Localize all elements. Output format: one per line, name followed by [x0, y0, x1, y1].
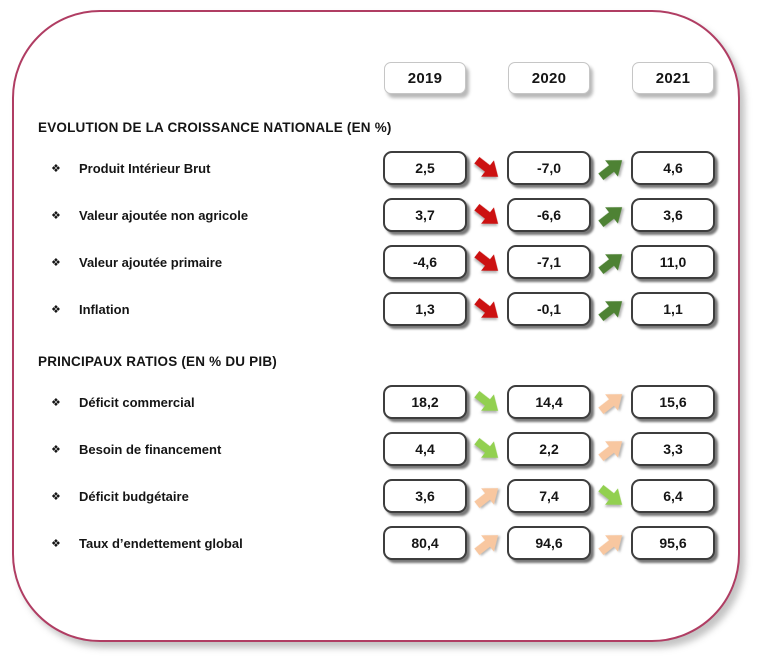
- year-header-2021: 2021: [632, 62, 714, 94]
- diamond-bullet-icon: ❖: [51, 209, 61, 222]
- row-label: Valeur ajoutée non agricole: [79, 207, 249, 223]
- value-box-2019: 3,7: [383, 198, 467, 232]
- value-box-2020: -7,1: [507, 245, 591, 279]
- value-box-2019: 3,6: [383, 479, 467, 513]
- sections-container: EVOLUTION DE LA CROISSANCE NATIONALE (EN…: [26, 120, 715, 560]
- row-label-cell: ❖ Produit Intérieur Brut: [26, 161, 383, 176]
- section-rows: ❖ Produit Intérieur Brut 2,5 -7,0 4,6 ❖ …: [26, 151, 715, 326]
- value-box-2021: 95,6: [631, 526, 715, 560]
- value-box-2019: 1,3: [383, 292, 467, 326]
- row-label-cell: ❖ Déficit budgétaire: [26, 489, 383, 504]
- section-title: EVOLUTION DE LA CROISSANCE NATIONALE (EN…: [38, 120, 392, 135]
- row-label: Inflation: [79, 301, 130, 317]
- trend-arrow-icon: [467, 156, 507, 181]
- year-header-2020: 2020: [508, 62, 590, 94]
- trend-arrow-icon: [591, 203, 631, 228]
- row-label-cell: ❖ Déficit commercial: [26, 395, 383, 410]
- row-label: Taux d’endettement global: [79, 535, 243, 551]
- value-box-2020: 14,4: [507, 385, 591, 419]
- trend-arrow-icon: [467, 250, 507, 275]
- table-row: ❖ Taux d’endettement global 80,4 94,6 95…: [26, 526, 715, 560]
- diamond-bullet-icon: ❖: [51, 396, 61, 409]
- value-box-2020: 7,4: [507, 479, 591, 513]
- value-box-2020: 94,6: [507, 526, 591, 560]
- value-box-2021: 6,4: [631, 479, 715, 513]
- trend-arrow-icon: [467, 297, 507, 322]
- summary-card: 2019 2020 2021 EVOLUTION DE LA CROISSANC…: [12, 10, 740, 642]
- section: EVOLUTION DE LA CROISSANCE NATIONALE (EN…: [26, 120, 715, 326]
- trend-arrow-icon: [467, 437, 507, 462]
- trend-arrow-icon: [467, 390, 507, 415]
- trend-arrow-icon: [467, 531, 507, 556]
- diamond-bullet-icon: ❖: [51, 162, 61, 175]
- trend-arrow-icon: [467, 484, 507, 509]
- row-label: Produit Intérieur Brut: [79, 160, 211, 176]
- row-label-cell: ❖ Valeur ajoutée non agricole: [26, 208, 383, 223]
- section: PRINCIPAUX RATIOS (EN % DU PIB) ❖ Défici…: [26, 354, 715, 560]
- value-box-2021: 4,6: [631, 151, 715, 185]
- diamond-bullet-icon: ❖: [51, 256, 61, 269]
- row-label-cell: ❖ Valeur ajoutée primaire: [26, 255, 383, 270]
- trend-arrow-icon: [467, 203, 507, 228]
- trend-arrow-icon: [591, 156, 631, 181]
- table-row: ❖ Déficit commercial 18,2 14,4 15,6: [26, 385, 715, 419]
- diamond-bullet-icon: ❖: [51, 537, 61, 550]
- diamond-bullet-icon: ❖: [51, 490, 61, 503]
- value-box-2020: 2,2: [507, 432, 591, 466]
- table-row: ❖ Valeur ajoutée non agricole 3,7 -6,6 3…: [26, 198, 715, 232]
- row-label-cell: ❖ Taux d’endettement global: [26, 536, 383, 551]
- year-header-row: 2019 2020 2021: [26, 62, 715, 94]
- row-label-cell: ❖ Besoin de financement: [26, 442, 383, 457]
- value-box-2019: 2,5: [383, 151, 467, 185]
- section-title: PRINCIPAUX RATIOS (EN % DU PIB): [38, 354, 277, 369]
- row-label: Déficit budgétaire: [79, 488, 189, 504]
- table-row: ❖ Valeur ajoutée primaire -4,6 -7,1 11,0: [26, 245, 715, 279]
- value-box-2020: -6,6: [507, 198, 591, 232]
- value-box-2019: 4,4: [383, 432, 467, 466]
- trend-arrow-icon: [591, 437, 631, 462]
- table-row: ❖ Besoin de financement 4,4 2,2 3,3: [26, 432, 715, 466]
- trend-arrow-icon: [591, 250, 631, 275]
- trend-arrow-icon: [591, 297, 631, 322]
- table-row: ❖ Inflation 1,3 -0,1 1,1: [26, 292, 715, 326]
- trend-arrow-icon: [591, 484, 631, 509]
- row-label: Valeur ajoutée primaire: [79, 254, 223, 270]
- value-box-2021: 1,1: [631, 292, 715, 326]
- section-rows: ❖ Déficit commercial 18,2 14,4 15,6 ❖ Be…: [26, 385, 715, 560]
- value-box-2021: 15,6: [631, 385, 715, 419]
- value-box-2019: 18,2: [383, 385, 467, 419]
- diamond-bullet-icon: ❖: [51, 443, 61, 456]
- row-label: Déficit commercial: [79, 394, 195, 410]
- value-box-2021: 3,3: [631, 432, 715, 466]
- value-box-2020: -0,1: [507, 292, 591, 326]
- value-box-2020: -7,0: [507, 151, 591, 185]
- trend-arrow-icon: [591, 531, 631, 556]
- value-box-2019: 80,4: [383, 526, 467, 560]
- value-box-2019: -4,6: [383, 245, 467, 279]
- table-row: ❖ Produit Intérieur Brut 2,5 -7,0 4,6: [26, 151, 715, 185]
- table-row: ❖ Déficit budgétaire 3,6 7,4 6,4: [26, 479, 715, 513]
- value-box-2021: 11,0: [631, 245, 715, 279]
- year-header-2019: 2019: [384, 62, 466, 94]
- row-label-cell: ❖ Inflation: [26, 302, 383, 317]
- row-label: Besoin de financement: [79, 441, 222, 457]
- value-box-2021: 3,6: [631, 198, 715, 232]
- diamond-bullet-icon: ❖: [51, 303, 61, 316]
- trend-arrow-icon: [591, 390, 631, 415]
